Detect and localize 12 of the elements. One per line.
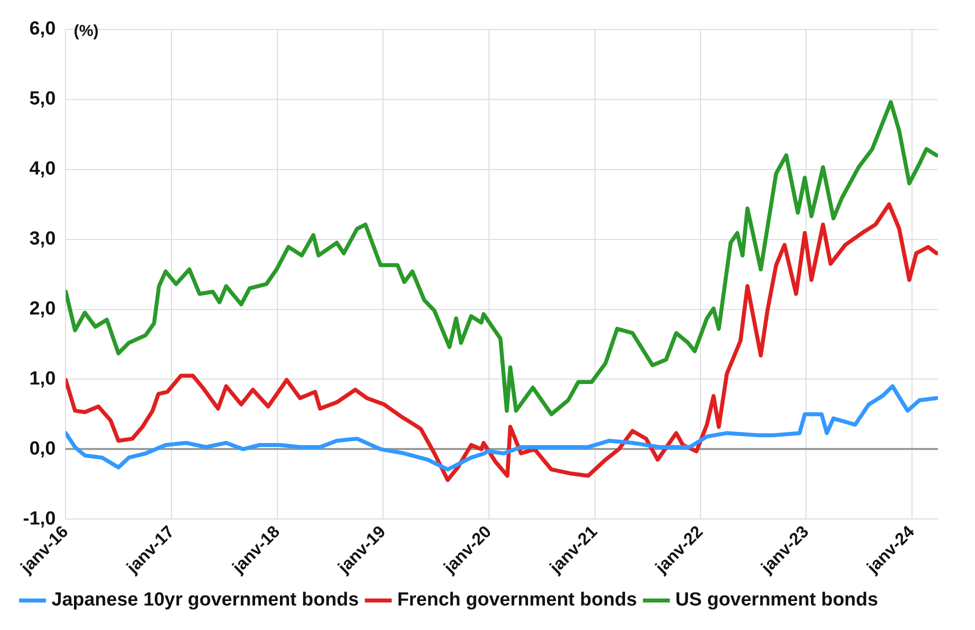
y-tick-label: -1,0 xyxy=(22,508,56,530)
y-tick-label: 2,0 xyxy=(29,298,56,320)
y-axis-title: (%) xyxy=(74,22,99,40)
y-tick-label: 0,0 xyxy=(29,438,56,460)
y-tick-label: 4,0 xyxy=(29,158,56,180)
y-tick-label: 3,0 xyxy=(29,228,56,250)
legend-label: French government bonds xyxy=(397,590,637,611)
y-tick-label: 1,0 xyxy=(29,368,56,390)
legend-label: US government bonds xyxy=(675,590,878,611)
legend-label: Japanese 10yr government bonds xyxy=(52,590,359,611)
y-tick-label: 5,0 xyxy=(29,88,56,110)
y-tick-label: 6,0 xyxy=(29,18,56,40)
